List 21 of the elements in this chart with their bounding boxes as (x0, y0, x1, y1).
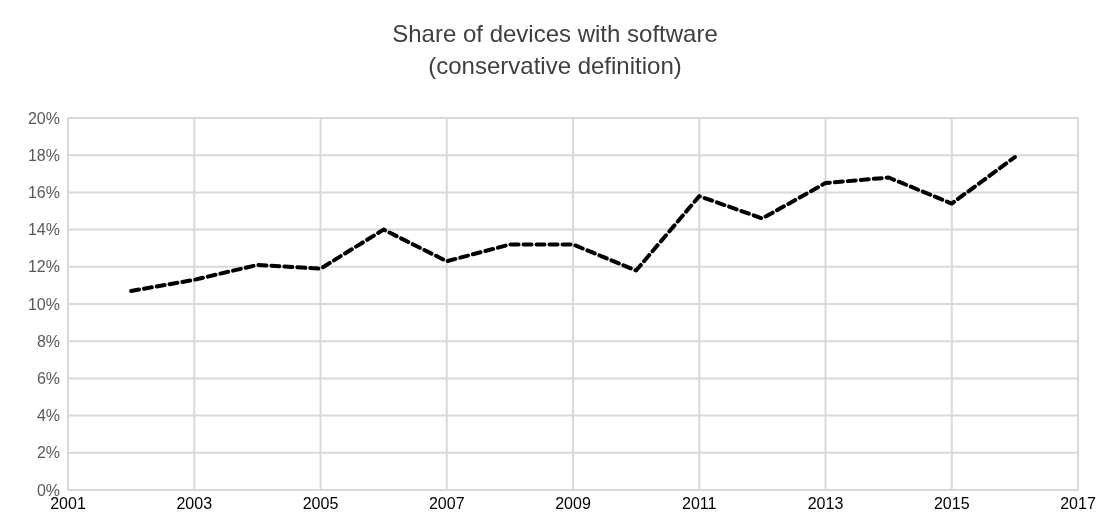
x-tick-label: 2003 (176, 495, 213, 513)
x-tick-label: 2007 (428, 495, 465, 513)
y-tick-label: 14% (27, 221, 60, 239)
x-tick-label: 2005 (302, 495, 339, 513)
x-tick-label: 2001 (50, 495, 86, 513)
y-tick-label: 18% (27, 146, 60, 164)
y-tick-label: 6% (36, 370, 60, 388)
y-tick-label: 12% (27, 258, 60, 276)
chart-title: Share of devices with software (conservative definition) (391, 19, 719, 81)
x-tick-label: 2015 (933, 495, 970, 513)
line-series (129, 155, 1017, 293)
y-tick-label: 2% (36, 444, 60, 462)
x-tick-label: 2011 (682, 495, 717, 513)
x-tick-label: 2013 (807, 495, 844, 513)
x-tick-label: 2017 (1060, 495, 1096, 513)
y-tick-label: 16% (27, 184, 60, 202)
y-tick-label: 4% (36, 407, 60, 425)
x-tick-label: 2009 (555, 495, 591, 513)
y-tick-label: 20% (27, 109, 60, 127)
y-tick-label: 8% (36, 332, 60, 350)
y-tick-label: 10% (27, 295, 60, 313)
